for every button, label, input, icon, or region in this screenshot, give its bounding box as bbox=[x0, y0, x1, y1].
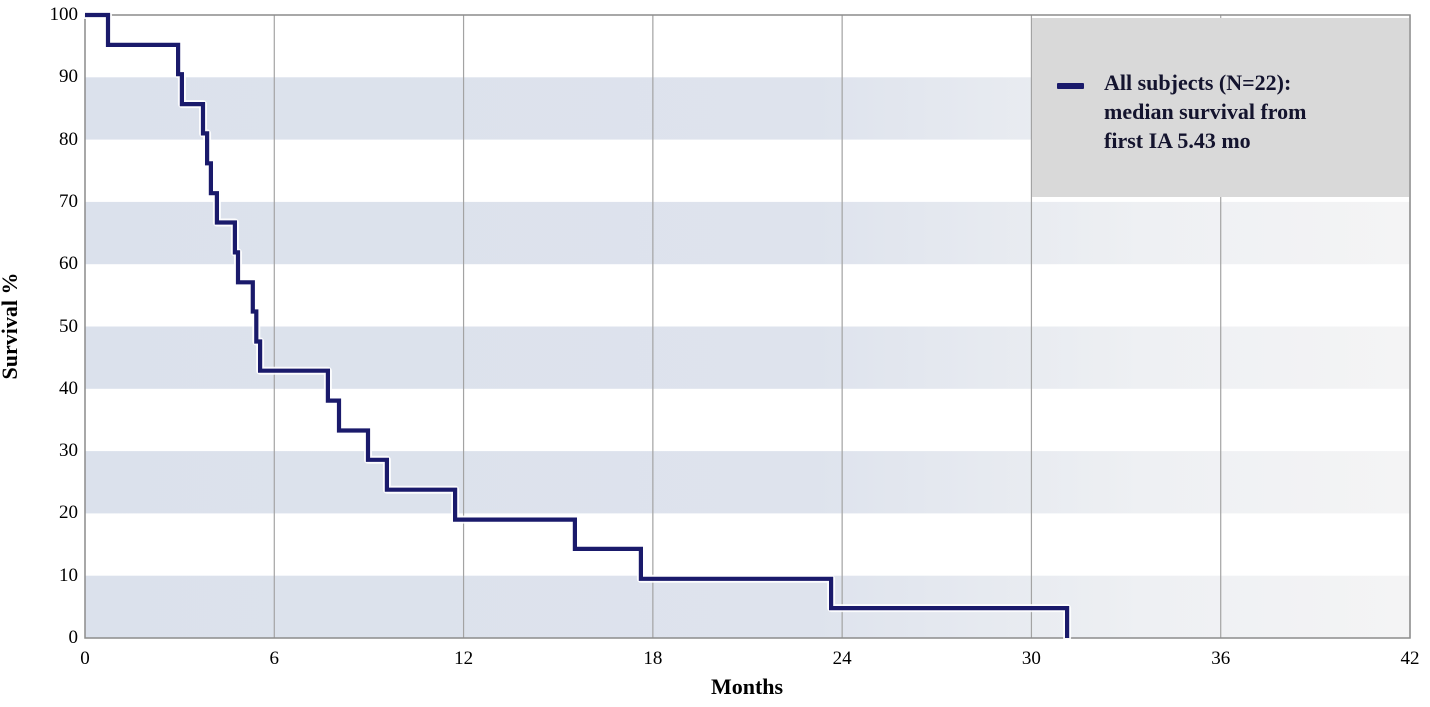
x-axis-title: Months bbox=[710, 674, 784, 699]
y-axis-title: Survival % bbox=[0, 273, 22, 380]
y-tick-label: 30 bbox=[59, 440, 78, 462]
x-tick-label: 24 bbox=[832, 648, 852, 669]
y-tick-label: 50 bbox=[59, 315, 78, 337]
shaded-band bbox=[85, 201, 1410, 265]
legend: All subjects (N=22): median survival fro… bbox=[1032, 18, 1409, 197]
shaded-band bbox=[85, 451, 1410, 514]
x-tick-label: 0 bbox=[80, 648, 90, 669]
legend-label-line: All subjects (N=22): bbox=[1104, 70, 1292, 95]
x-tick-label: 36 bbox=[1211, 648, 1231, 669]
x-tick-label: 42 bbox=[1400, 648, 1420, 669]
y-tick-label: 0 bbox=[68, 627, 79, 648]
shaded-band bbox=[85, 326, 1410, 389]
legend-label-line: first IA 5.43 mo bbox=[1104, 128, 1251, 153]
y-tick-label: 70 bbox=[59, 190, 78, 212]
x-tick-label: 30 bbox=[1021, 648, 1041, 669]
y-tick-label: 100 bbox=[49, 4, 79, 25]
legend-label-line: median survival from bbox=[1104, 99, 1307, 124]
survival-curve bbox=[85, 12, 1070, 638]
legend-line-marker-icon bbox=[1057, 83, 1084, 89]
y-tick-label: 80 bbox=[59, 128, 78, 150]
legend-label: All subjects (N=22): median survival fro… bbox=[1104, 68, 1399, 155]
x-tick-label: 18 bbox=[643, 648, 663, 669]
plot-frame bbox=[84, 14, 1411, 639]
x-tick-label: 6 bbox=[269, 648, 280, 669]
y-tick-label: 90 bbox=[59, 66, 78, 88]
shaded-band bbox=[85, 575, 1410, 638]
y-tick-label: 40 bbox=[59, 377, 78, 399]
y-tick-label: 10 bbox=[59, 564, 78, 586]
y-tick-label: 20 bbox=[59, 502, 78, 524]
y-tick-label: 60 bbox=[59, 253, 78, 275]
x-tick-label: 12 bbox=[454, 648, 474, 669]
